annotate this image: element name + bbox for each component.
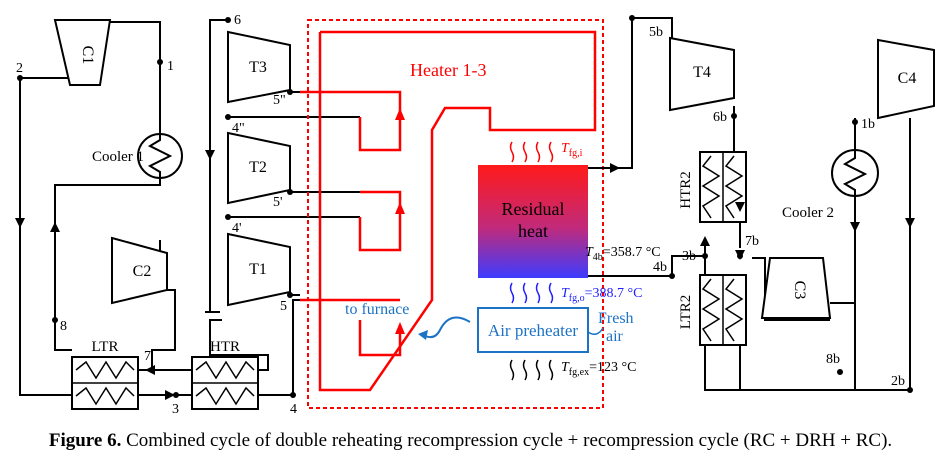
tfgi-label: Tfg,i [561, 141, 583, 159]
fresh-air-label-2: air [606, 328, 624, 345]
state-4p: 4' [232, 221, 242, 236]
state-4: 4 [290, 402, 297, 417]
tfgex-label: Tfg,ex=123 °C [561, 360, 636, 378]
state-1b: 1b [861, 117, 875, 132]
state-8b: 8b [826, 352, 840, 367]
right-cycle-piping [588, 17, 911, 391]
cooler-2: Cooler 2 [782, 149, 879, 221]
state-8: 8 [60, 319, 67, 334]
compressor-c3: C3 [760, 257, 832, 319]
compressor-c1: C1 [53, 19, 112, 86]
recuperator-ltr2: LTR2 [678, 274, 747, 346]
recuperator-htr: HTR [191, 339, 259, 410]
state-4pp: 4" [232, 121, 245, 136]
t4b-label: T4b=358.7 °C [585, 245, 661, 263]
ltr2-label: LTR2 [678, 295, 694, 329]
c2-label: C2 [133, 263, 152, 280]
htr-label: HTR [210, 339, 240, 355]
compressor-c2: C2 [111, 236, 168, 305]
turbine-t4: T4 [669, 36, 735, 112]
exhaust-arrows [509, 359, 554, 381]
state-3b: 3b [682, 249, 696, 264]
tfgo-label: Tfg,o=388.7 °C [561, 286, 642, 304]
caption-text: Combined cycle of double reheating recom… [121, 430, 893, 451]
cooler-1: Cooler 1 [92, 130, 183, 182]
to-furnace-arrow [424, 316, 471, 339]
left-state-labels: 1 2 3 4 4" 4' 5" 5' 5 6 7 8 [16, 13, 297, 417]
compressor-c4: C4 [877, 38, 935, 120]
state-5p: 5' [273, 195, 283, 210]
cooler2-label: Cooler 2 [782, 205, 834, 221]
turbine-t1: T1 [227, 232, 291, 307]
state-6b: 6b [713, 110, 727, 125]
flue-out-arrows [509, 282, 554, 304]
c4-label: C4 [898, 70, 917, 87]
t1-label: T1 [249, 261, 267, 278]
state-5: 5 [280, 299, 287, 314]
t4-label: T4 [693, 64, 711, 81]
state-7: 7 [144, 349, 151, 364]
heater-enclosure [307, 19, 604, 409]
air-preheater: Air preheater [477, 307, 589, 353]
caption-label: Figure 6. [48, 430, 122, 451]
state-5pp: 5" [273, 93, 286, 108]
recuperator-ltr: LTR [71, 339, 139, 410]
figure-caption: Figure 6. Combined cycle of double rehea… [0, 430, 941, 452]
turbine-t2: T2 [227, 131, 291, 205]
state-6: 6 [234, 13, 241, 28]
heater-arrows [395, 108, 405, 334]
turbine-t3: T3 [227, 30, 291, 104]
recuperator-htr2: HTR2 [678, 151, 747, 223]
residual-label-1: Residual [502, 199, 565, 219]
fresh-air-label-1: Fresh [598, 310, 634, 327]
flue-in-arrows [509, 141, 554, 163]
heater-coils [300, 30, 597, 392]
state-3: 3 [172, 402, 179, 417]
to-furnace-arrowhead [418, 330, 428, 340]
t2-label: T2 [249, 159, 267, 176]
state-1: 1 [167, 59, 174, 74]
right-state-dots [629, 15, 913, 393]
c1-label: C1 [79, 46, 96, 65]
c3-label: C3 [791, 281, 808, 300]
residual-heat-block: Residual heat [478, 165, 588, 278]
state-5b: 5b [649, 25, 663, 40]
fresh-air-arrow [587, 327, 604, 335]
residual-label-2: heat [518, 221, 548, 241]
state-2: 2 [16, 61, 23, 76]
left-state-dots [17, 17, 296, 398]
air-preheater-label: Air preheater [488, 321, 578, 340]
heater-label: Heater 1-3 [410, 60, 486, 80]
to-furnace-label: to furnace [345, 301, 409, 318]
state-4b: 4b [653, 260, 667, 275]
cooler1-label: Cooler 1 [92, 149, 144, 165]
state-2b: 2b [891, 374, 905, 389]
ltr-label: LTR [92, 339, 119, 355]
htr2-label: HTR2 [678, 171, 694, 209]
right-state-labels: 5b 6b 1b 4b 3b 7b 8b 2b [649, 25, 905, 389]
t3-label: T3 [249, 59, 267, 76]
state-7b: 7b [745, 234, 759, 249]
